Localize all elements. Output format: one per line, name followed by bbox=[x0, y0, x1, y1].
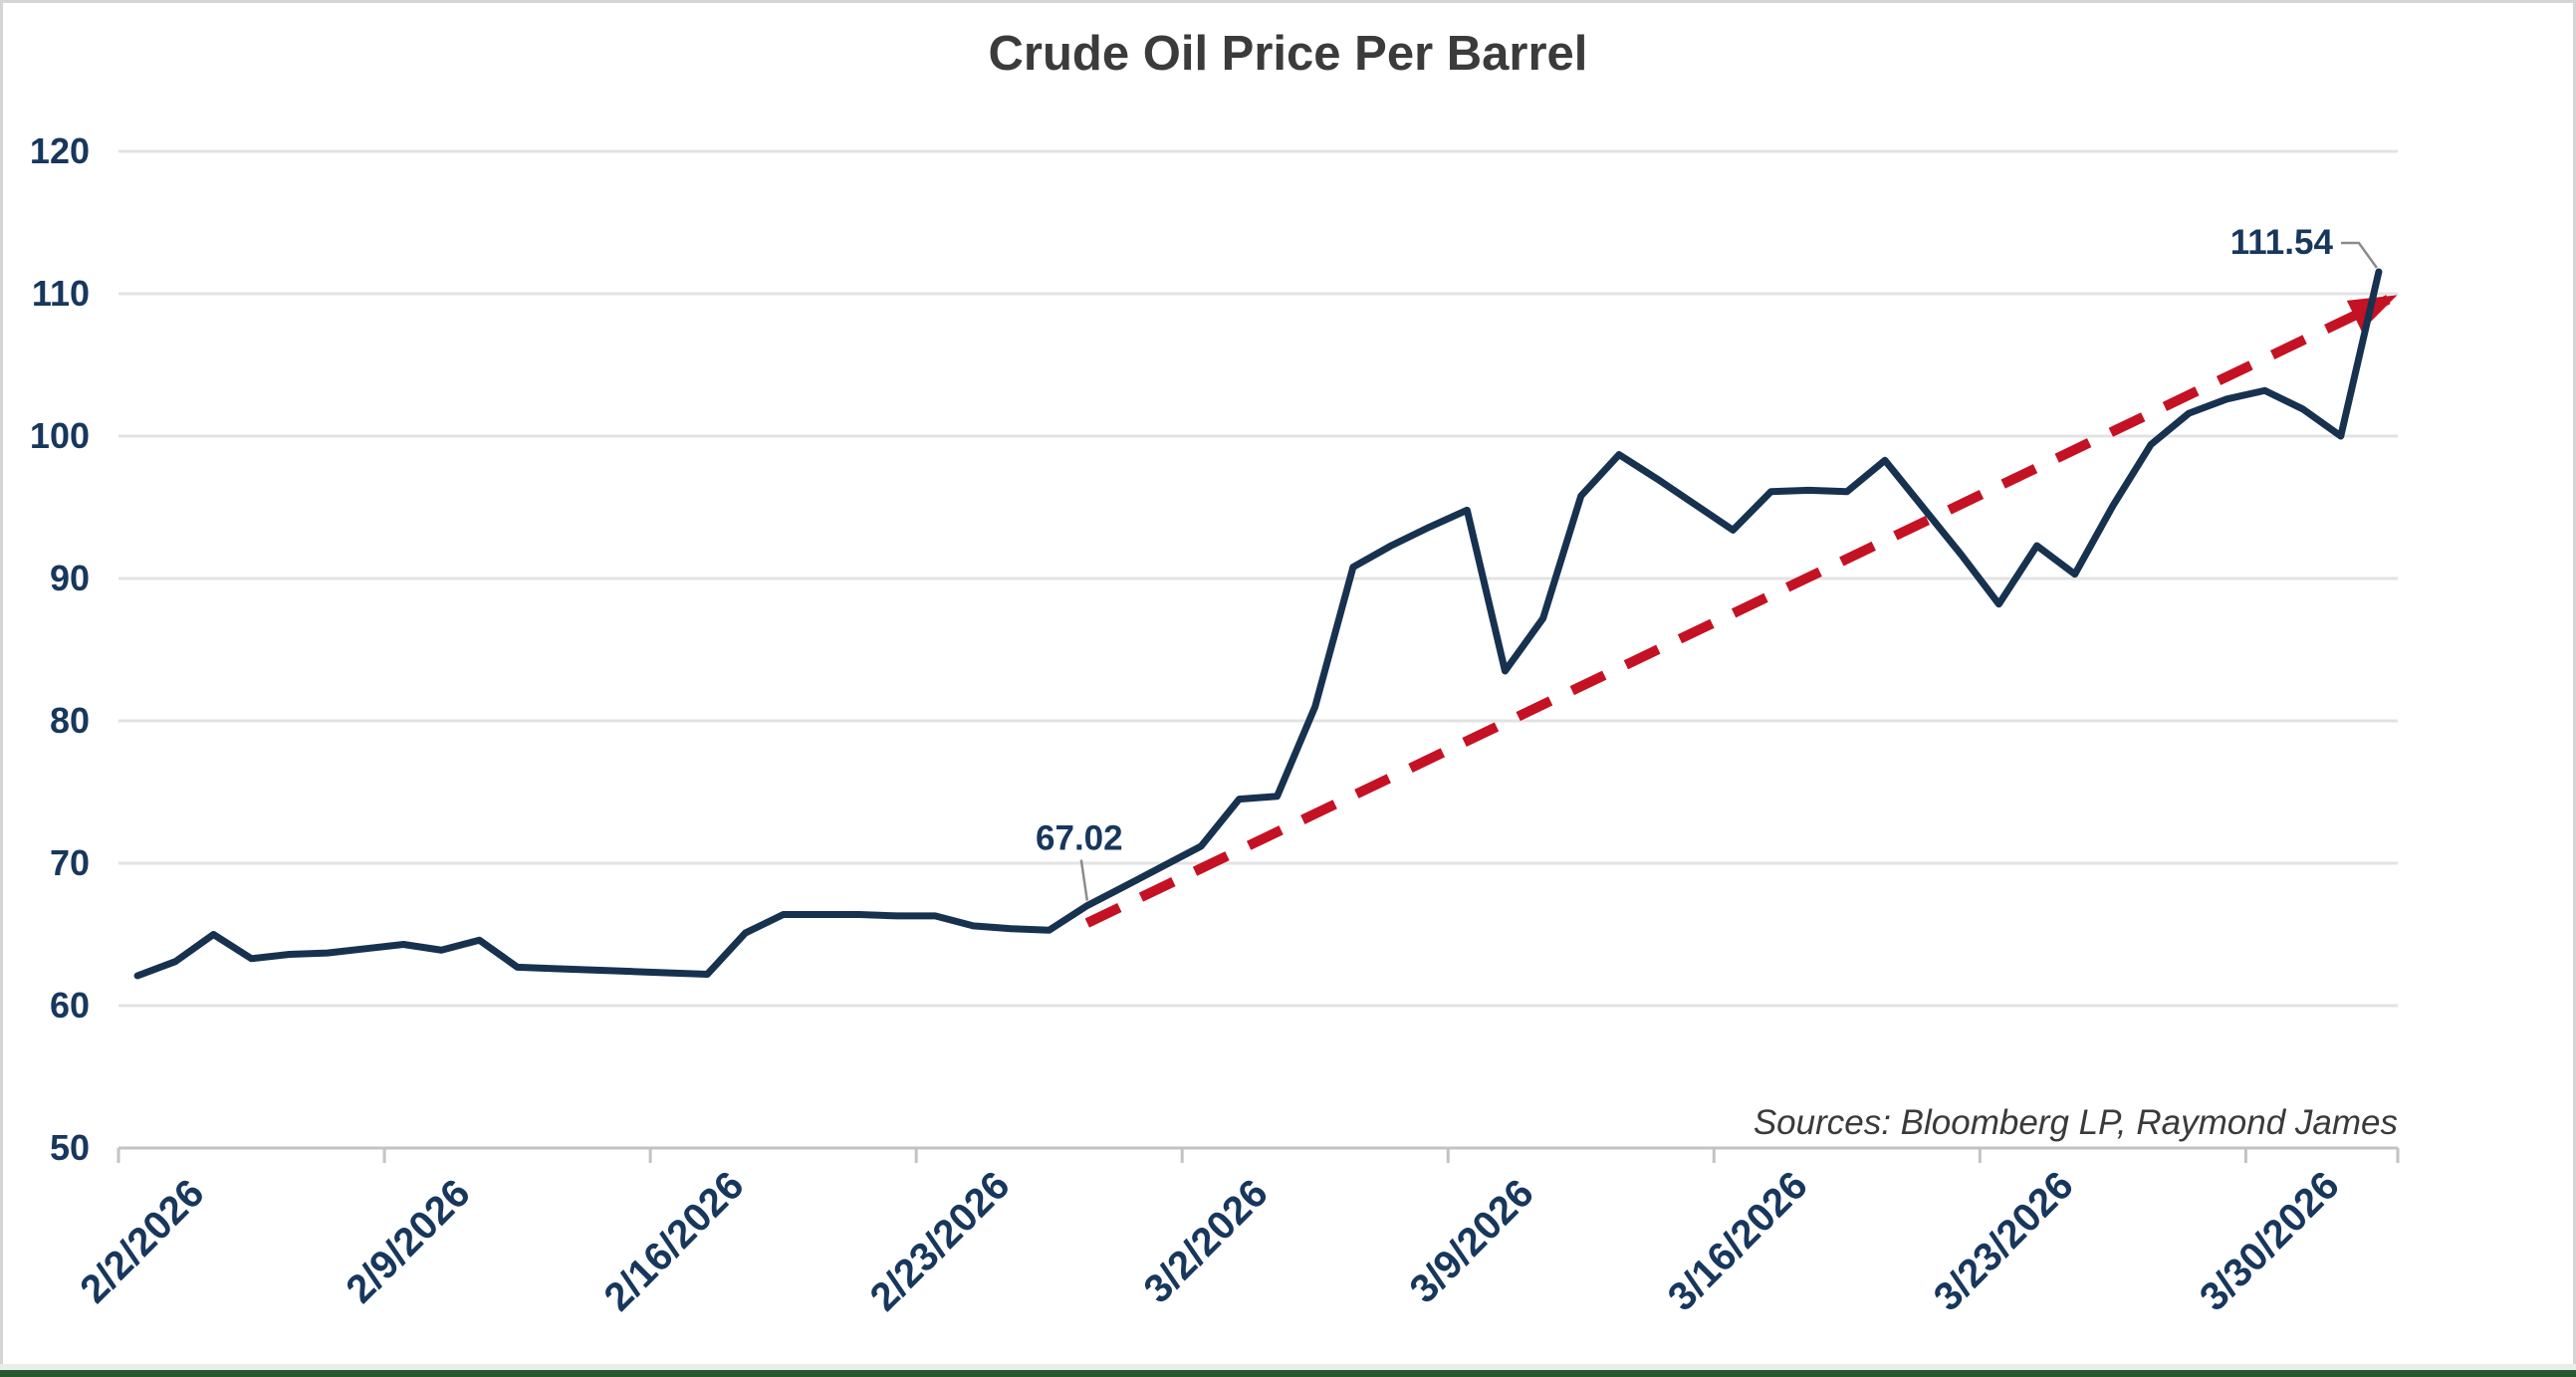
x-axis-label-8: 3/30/2026 bbox=[2192, 1163, 2348, 1319]
bottom-green-bar bbox=[0, 1370, 2576, 1377]
annotation-start-label: 67.02 bbox=[1036, 819, 1123, 858]
y-axis-label-60: 60 bbox=[50, 985, 90, 1026]
x-axis-label-2: 2/16/2026 bbox=[596, 1163, 753, 1319]
x-axis-label-3: 2/23/2026 bbox=[862, 1163, 1019, 1319]
x-axis-label-5: 3/9/2026 bbox=[1402, 1171, 1542, 1311]
annotation-end-label: 111.54 bbox=[2230, 223, 2334, 262]
y-axis-label-120: 120 bbox=[30, 130, 90, 171]
x-axis-label-4: 3/2/2026 bbox=[1135, 1171, 1276, 1311]
annotation-end-leader bbox=[2340, 241, 2378, 269]
annotation-start-leader bbox=[1079, 859, 1089, 901]
y-axis-label-80: 80 bbox=[50, 700, 90, 741]
y-axis-label-50: 50 bbox=[50, 1127, 90, 1168]
page-border-top bbox=[0, 0, 2576, 3]
y-axis-label-90: 90 bbox=[50, 558, 90, 598]
price-line bbox=[133, 268, 2383, 980]
trend-line bbox=[1084, 295, 2391, 928]
x-axis-label-1: 2/9/2026 bbox=[338, 1171, 478, 1311]
x-axis-label-0: 2/2/2026 bbox=[72, 1171, 212, 1311]
chart-title: Crude Oil Price Per Barrel bbox=[988, 27, 1588, 81]
y-axis-label-100: 100 bbox=[30, 415, 90, 456]
x-axis-label-7: 3/23/2026 bbox=[1926, 1163, 2082, 1319]
bottom-gray-strip bbox=[0, 1364, 2576, 1370]
y-axis-label-70: 70 bbox=[50, 842, 90, 883]
source-note: Sources: Bloomberg LP, Raymond James bbox=[1753, 1103, 2398, 1142]
x-axis-label-6: 3/16/2026 bbox=[1660, 1163, 1816, 1319]
page-border-left bbox=[0, 0, 3, 1377]
page-border-right bbox=[2573, 0, 2576, 1377]
y-axis-label-110: 110 bbox=[32, 273, 90, 314]
